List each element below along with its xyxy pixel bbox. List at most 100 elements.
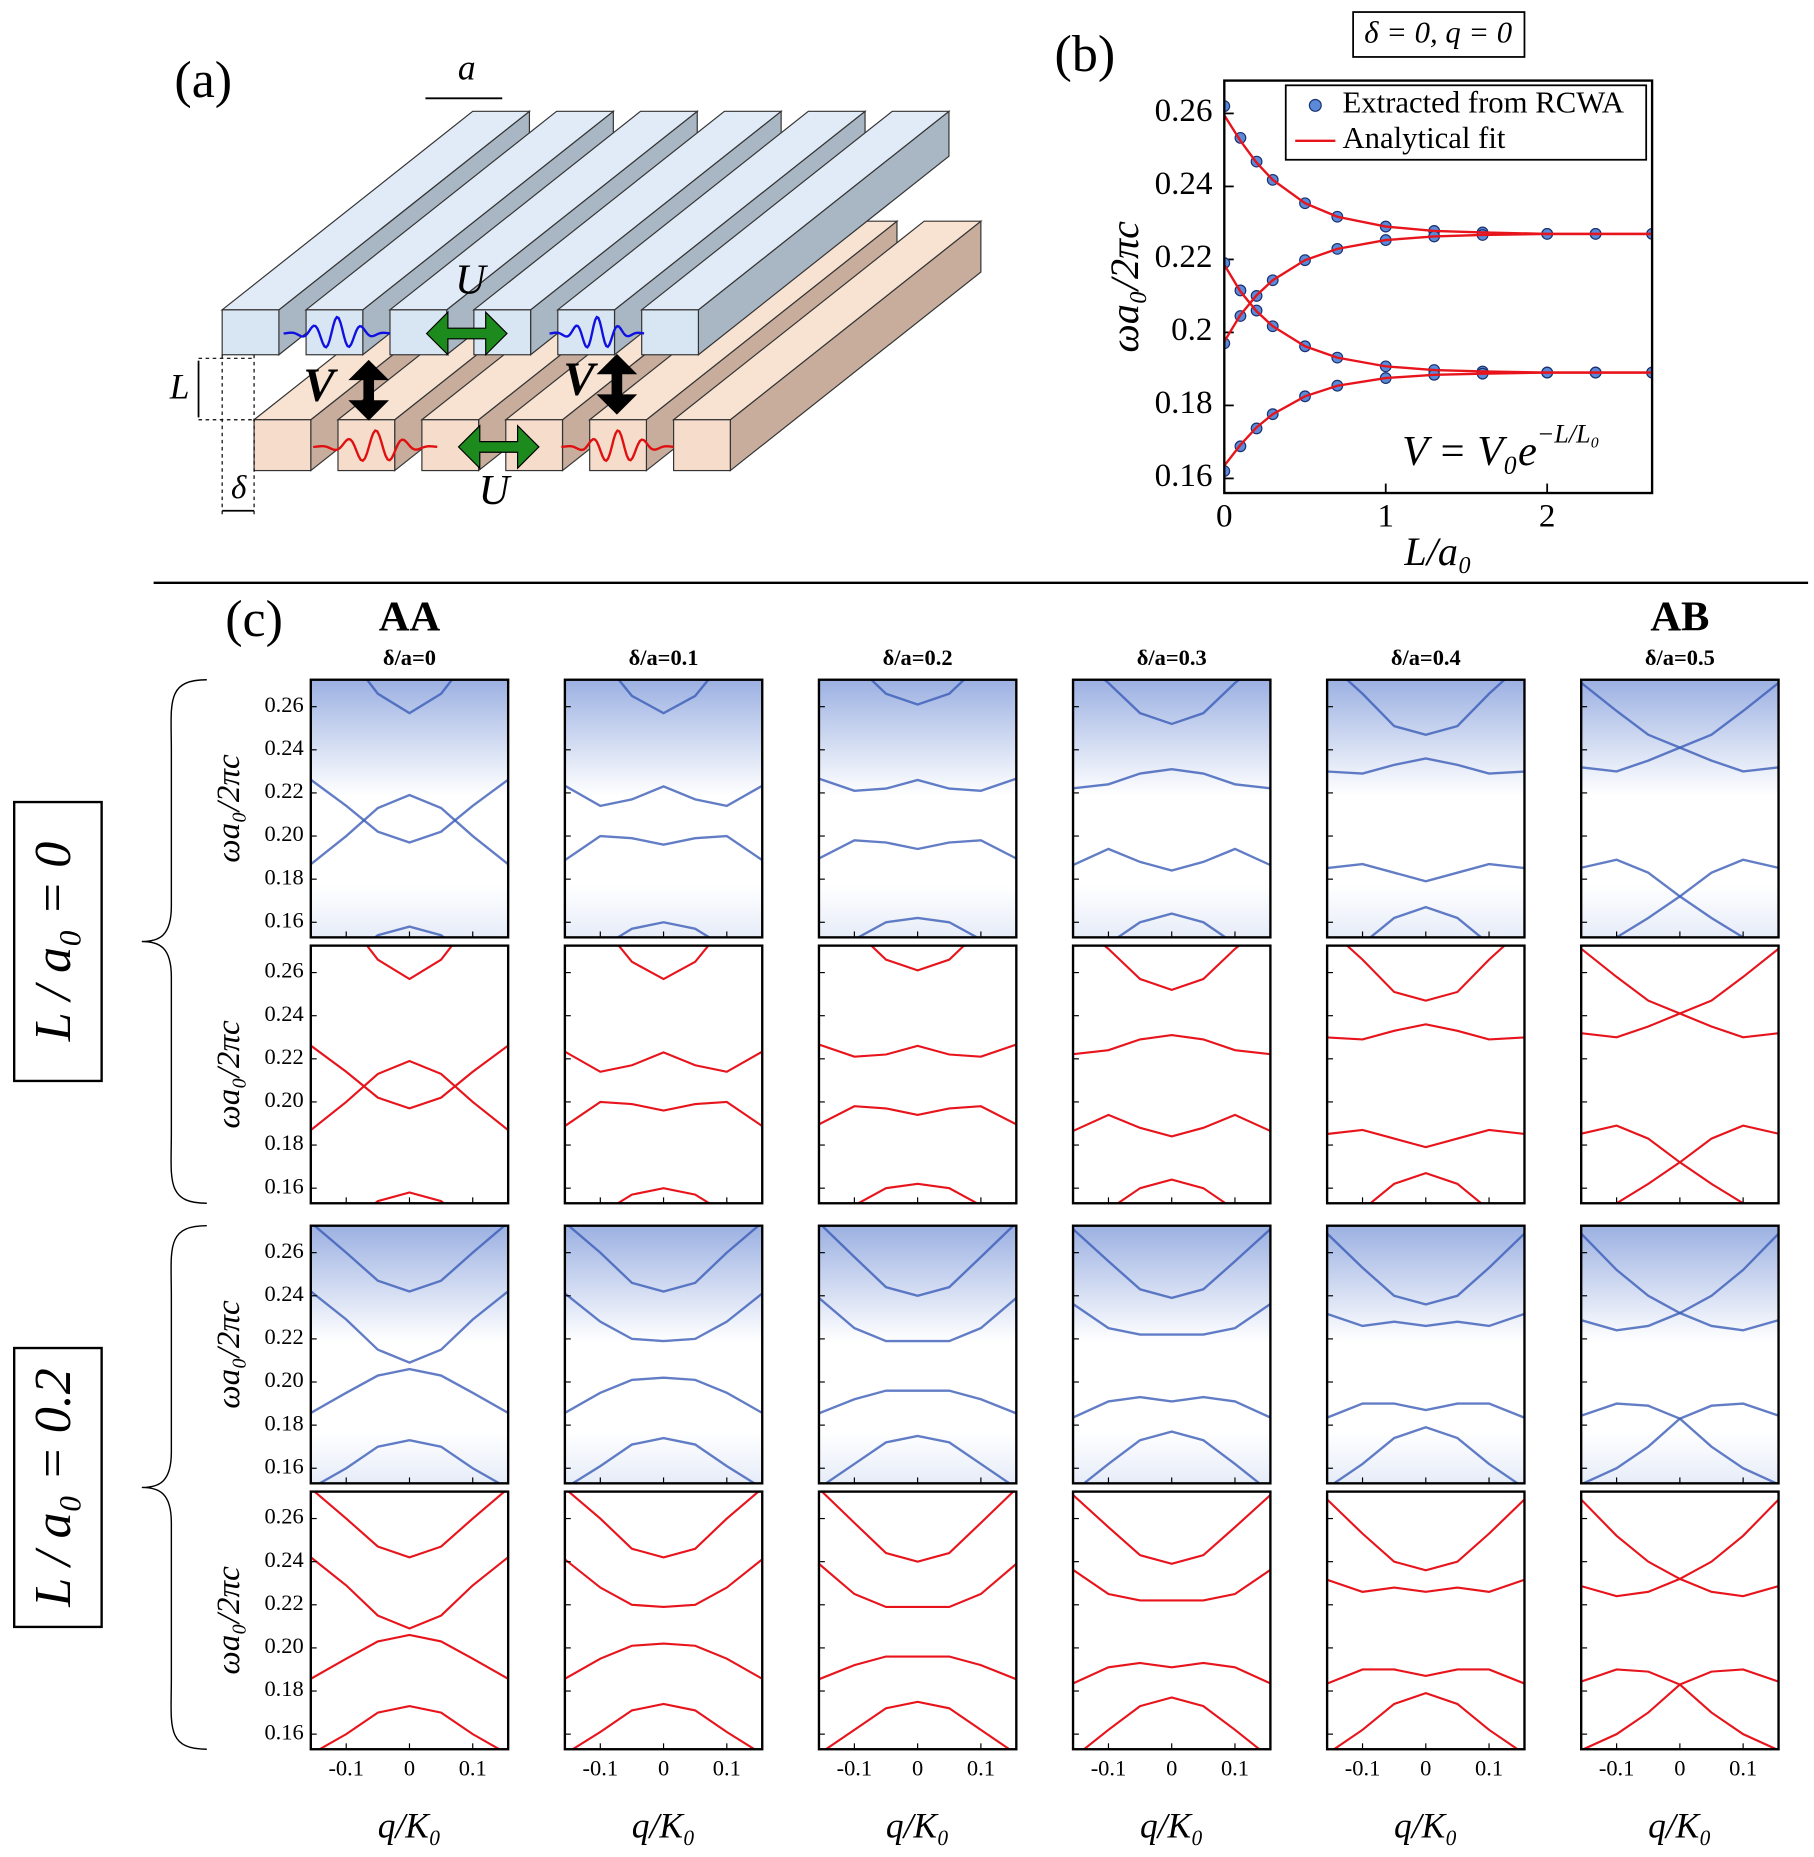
- x-tick-label: 2: [1539, 499, 1556, 535]
- fit-band: [820, 1491, 1015, 1563]
- plot-area: [310, 1491, 509, 1750]
- rcwa-band: [823, 1434, 1012, 1484]
- rcwa-band: [818, 777, 1017, 792]
- y-tick-label: 0.22: [264, 1044, 303, 1069]
- x-tick-label: 0: [658, 1756, 669, 1781]
- column-title: δ/a=0.4: [1391, 645, 1461, 670]
- fit-band: [1073, 1034, 1271, 1056]
- panel-bg: [310, 679, 509, 938]
- panel-bg: [310, 1491, 509, 1750]
- y-tick-label: 0.18: [264, 1130, 303, 1155]
- fit-band: [567, 1491, 761, 1559]
- fit-band: [1332, 1692, 1520, 1750]
- brace: [141, 679, 207, 1204]
- y-axis-label: ωa₀/2πc: [1102, 221, 1147, 353]
- rcwa-band: [617, 679, 710, 715]
- fit-band: [1581, 947, 1779, 1039]
- plot-area: [310, 945, 509, 1204]
- y-tick-label: 0.18: [264, 1410, 303, 1435]
- wave: [283, 315, 391, 349]
- panel-bg: [1073, 945, 1271, 1204]
- rcwa-band: [310, 778, 509, 844]
- fit-band: [1614, 1124, 1779, 1204]
- fit-band: [1327, 1128, 1525, 1149]
- rcwa-band: [1327, 1402, 1525, 1419]
- plot-area: [1581, 947, 1779, 1204]
- y-tick-label: 0.24: [264, 1547, 303, 1572]
- y-tick-label: 0.16: [264, 1173, 303, 1198]
- x-axis-label: q/K₀: [1394, 1806, 1458, 1846]
- fit-band: [310, 1633, 509, 1681]
- x-tick-label: -0.1: [328, 1756, 364, 1781]
- rcwa-band: [1331, 1426, 1520, 1484]
- wave: [549, 315, 645, 349]
- x-axis-label: q/K₀: [886, 1806, 950, 1846]
- x-axis-label: q/K₀: [1140, 1806, 1204, 1846]
- rcwa-band: [566, 1225, 761, 1293]
- legend-marker: [1308, 98, 1322, 112]
- plot-area: [1073, 679, 1271, 938]
- rcwa-band: [570, 1436, 757, 1484]
- x-tick-label: -0.1: [1345, 1756, 1381, 1781]
- x-tick-label: -0.1: [1599, 1756, 1635, 1781]
- bar-front: [221, 309, 280, 356]
- equation: V = V₀e−L/L₀: [1402, 419, 1600, 475]
- fit-band: [1368, 1171, 1483, 1204]
- x-tick-label: 0: [912, 1756, 923, 1781]
- rcwa-band: [1613, 858, 1779, 938]
- stacking-label: AA: [379, 593, 441, 640]
- x-tick-label: 0: [1216, 499, 1233, 535]
- fit-band: [1327, 1668, 1525, 1685]
- fit-line: [1224, 264, 1653, 374]
- legend-label: Analytical fit: [1342, 121, 1505, 155]
- equation-base: V = V₀e: [1402, 428, 1537, 475]
- rcwa-band: [855, 916, 980, 938]
- rcwa-band: [312, 1225, 507, 1293]
- plot-area: [564, 945, 763, 1204]
- x-tick-label: 0: [1420, 1756, 1431, 1781]
- wave: [561, 429, 674, 463]
- rcwa-band: [1368, 905, 1484, 938]
- y-tick-label: 0.26: [264, 1238, 303, 1263]
- rcwa-band: [615, 921, 712, 938]
- rcwa-band: [564, 834, 763, 862]
- bar-front: [673, 419, 731, 472]
- x-tick-label: 0: [1674, 1756, 1685, 1781]
- row-label: L / a₀ = 0: [25, 842, 82, 1043]
- rcwa-band: [869, 679, 966, 706]
- y-tick-label: 0.20: [264, 821, 303, 846]
- rcwa-band: [820, 1225, 1015, 1298]
- panel-bg: [1327, 1225, 1525, 1484]
- rcwa-band: [310, 1289, 509, 1364]
- panel-bg: [1073, 679, 1271, 938]
- x-tick-label: -0.1: [1091, 1756, 1127, 1781]
- y-tick-label: 0.24: [264, 735, 303, 760]
- fit-band: [570, 1702, 757, 1750]
- fit-band: [1102, 945, 1241, 991]
- equation-exponent: −L/L₀: [1537, 419, 1600, 448]
- panel-bg: [564, 1491, 763, 1750]
- x-tick-label: 0.1: [459, 1756, 487, 1781]
- y-axis-label: ωa₀/2πc: [211, 754, 247, 863]
- y-tick-label: 0.22: [1155, 239, 1213, 275]
- panel-bg: [310, 1225, 509, 1484]
- plot-area: [1581, 1498, 1779, 1750]
- y-tick-label: 0.20: [264, 1087, 303, 1112]
- y-tick-label: 0.18: [264, 864, 303, 889]
- panel-label: (c): [225, 591, 283, 648]
- plot-area: [564, 679, 763, 938]
- fit-band: [818, 1105, 1017, 1126]
- brace: [141, 1225, 207, 1750]
- plot-area: [1581, 1231, 1779, 1484]
- row-label-box: [12, 800, 103, 1083]
- y-tick-label: 0.26: [1155, 93, 1213, 129]
- rcwa-band: [1327, 757, 1525, 775]
- plot-area: [564, 1491, 763, 1750]
- panel-bg: [564, 945, 763, 1204]
- y-tick-label: 0.16: [264, 907, 303, 932]
- y-tick-label: 0.18: [1155, 385, 1213, 421]
- x-tick-label: 0.1: [1221, 1756, 1249, 1781]
- plot-area: [1073, 1493, 1271, 1750]
- fit-band: [1073, 1661, 1271, 1685]
- y-tick-label: 0.24: [264, 1281, 303, 1306]
